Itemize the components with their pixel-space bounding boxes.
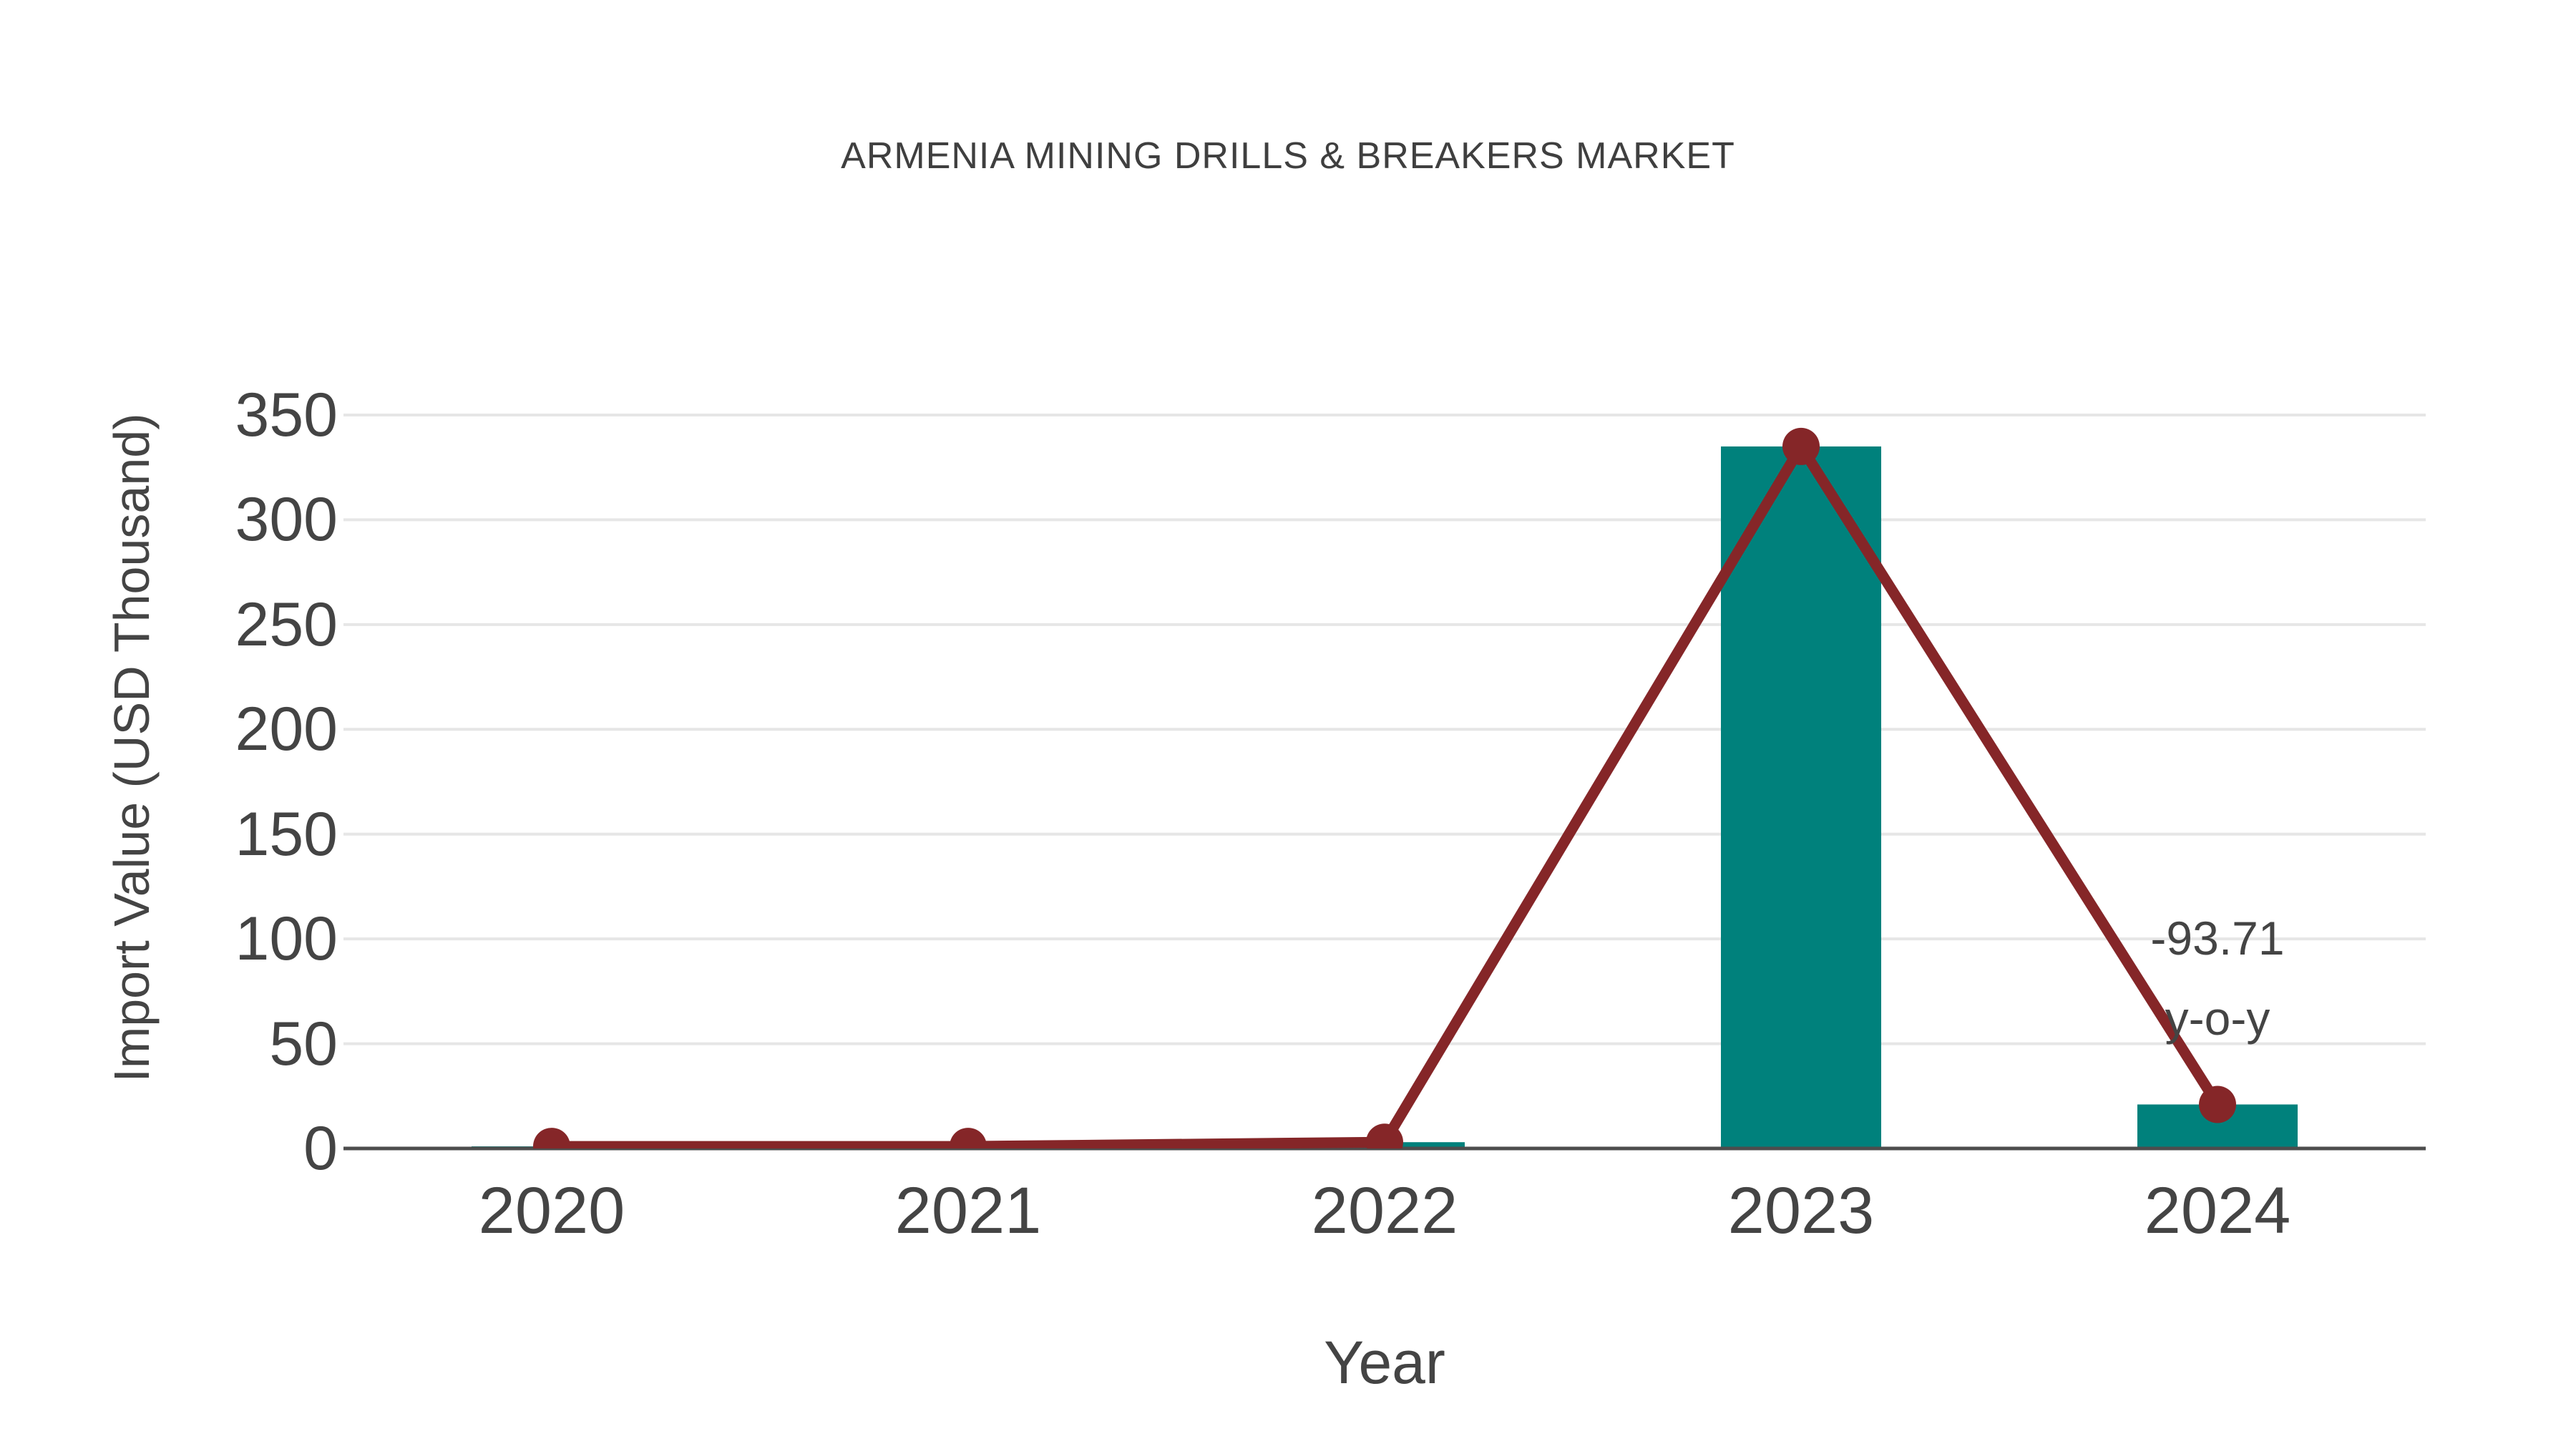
chart-title: ARMENIA MINING DRILLS & BREAKERS MARKET (841, 135, 1735, 177)
x-tick-label-2023: 2023 (1727, 1174, 1875, 1247)
y-tick-label-50: 50 (269, 1009, 338, 1078)
y-tick-label-350: 350 (235, 381, 338, 449)
x-tick-label-2021: 2021 (894, 1174, 1042, 1247)
trend-series (533, 427, 2236, 1148)
trend-line (552, 441, 2223, 1148)
data-point-2021 (950, 1128, 987, 1148)
y-tick-label-200: 200 (235, 695, 338, 764)
bar-2023 (1721, 446, 1881, 1148)
y-tick-label-100: 100 (235, 904, 338, 974)
x-tick-label-2020: 2020 (478, 1174, 625, 1247)
yoy-annotation: -93.71 y-o-y (2150, 898, 2284, 1058)
yoy-annotation-value: -93.71 (2150, 912, 2285, 965)
data-point-2023 (1782, 427, 1820, 465)
x-tick-label-2022: 2022 (1311, 1174, 1458, 1247)
y-tick-label-300: 300 (235, 485, 338, 555)
data-point-2020 (533, 1128, 570, 1148)
x-tick-label-2024: 2024 (2144, 1174, 2291, 1247)
x-axis-title: Year (1324, 1329, 1445, 1396)
y-tick-label-0: 0 (303, 1114, 338, 1183)
yoy-annotation-label: y-o-y (2165, 992, 2270, 1045)
y-tick-label-150: 150 (235, 799, 338, 869)
y-tick-label-250: 250 (235, 590, 338, 659)
data-point-2022 (1366, 1123, 1403, 1148)
data-point-2024 (2199, 1085, 2236, 1123)
